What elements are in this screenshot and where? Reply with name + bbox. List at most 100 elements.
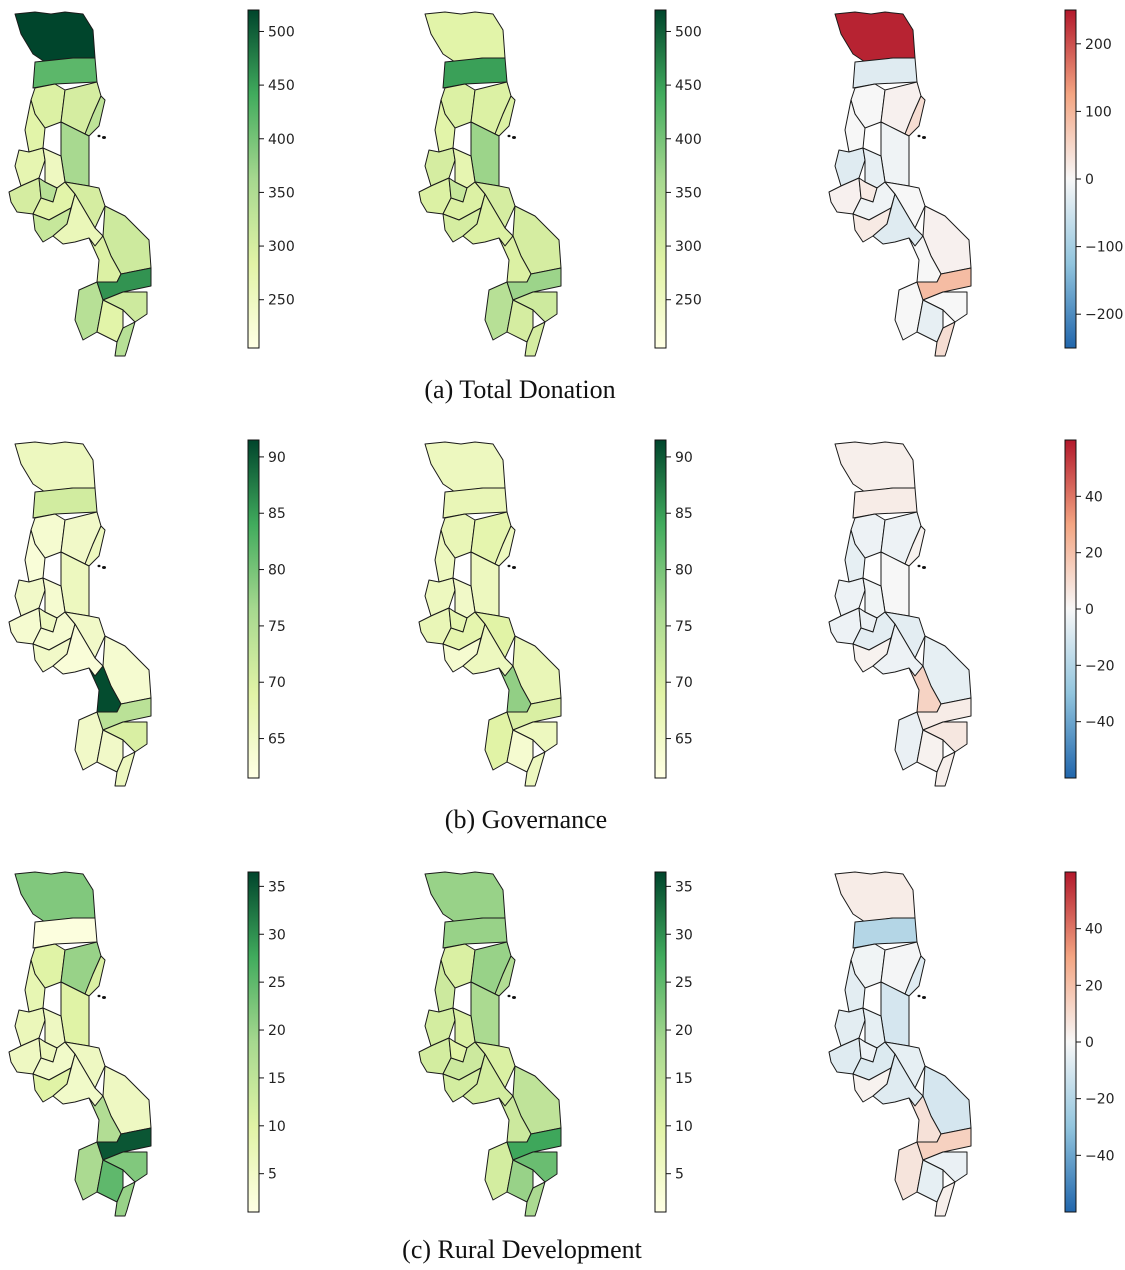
- colorbar-tick-label: 80: [268, 563, 286, 579]
- colorbar-tick-label: 350: [675, 185, 702, 201]
- map-c-3: [828, 871, 972, 1217]
- island-marker: [102, 566, 106, 569]
- district-1: [14, 871, 96, 923]
- district-1: [14, 441, 96, 493]
- district-21: [916, 1159, 944, 1203]
- caption-c: (c) Rural Development: [402, 1235, 642, 1264]
- district-22: [114, 1181, 136, 1217]
- district-8: [14, 147, 46, 187]
- map-c-1: [8, 871, 152, 1217]
- colorbar-tick-label: 500: [675, 24, 702, 40]
- district-21: [96, 729, 124, 773]
- district-22: [524, 321, 546, 357]
- colorbar-tick-label: 20: [1085, 978, 1103, 994]
- colorbar-frame: [247, 439, 260, 779]
- colorbar-gradient: [248, 10, 259, 348]
- island-marker: [97, 134, 101, 138]
- district-22: [934, 751, 956, 787]
- island-marker: [922, 996, 926, 999]
- district-21: [96, 299, 124, 343]
- district-2: [852, 917, 918, 949]
- island-marker: [917, 994, 921, 998]
- colorbar-frame: [247, 9, 260, 349]
- colorbar-tick-label: −40: [1085, 1148, 1115, 1164]
- colorbar-tick-label: 80: [675, 563, 693, 579]
- colorbar-tick-label: 450: [268, 78, 295, 94]
- caption-b: (b) Governance: [445, 805, 607, 834]
- district-22: [934, 1181, 956, 1217]
- district-8: [834, 147, 866, 187]
- map-a-1: [8, 11, 152, 357]
- district-22: [114, 321, 136, 357]
- colorbar-tick-label: 300: [268, 239, 295, 255]
- colorbar-frame: [654, 439, 667, 779]
- colorbar-gradient: [1065, 10, 1076, 348]
- district-2: [852, 487, 918, 519]
- colorbar-c-3: −40 −20 0 20 40: [1064, 871, 1115, 1213]
- colorbar-tick-label: 15: [675, 1071, 693, 1087]
- colorbar-tick-label: 250: [268, 293, 295, 309]
- colorbar-gradient: [655, 872, 666, 1212]
- colorbar-gradient: [1065, 440, 1076, 778]
- district-1: [424, 871, 506, 923]
- colorbar-tick-label: 450: [675, 78, 702, 94]
- colorbar-gradient: [655, 10, 666, 348]
- colorbar-a-1: 250 300 350 400 450 500: [247, 9, 295, 349]
- colorbar-tick-label: 20: [268, 1023, 286, 1039]
- district-8: [424, 147, 456, 187]
- colorbar-a-3: −200 −100 0 100 200: [1064, 9, 1123, 349]
- district-8: [14, 1007, 46, 1047]
- district-2: [442, 57, 508, 89]
- colorbar-tick-label: 400: [268, 132, 295, 148]
- district-22: [114, 751, 136, 787]
- colorbar-tick-label: 350: [268, 185, 295, 201]
- colorbar-tick-label: 500: [268, 24, 295, 40]
- colorbar-frame: [654, 871, 667, 1213]
- district-21: [506, 729, 534, 773]
- colorbar-tick-label: 65: [268, 732, 286, 748]
- district-2: [32, 57, 98, 89]
- district-1: [424, 11, 506, 63]
- district-2: [32, 487, 98, 519]
- colorbar-gradient: [655, 440, 666, 778]
- map-c-2: [418, 871, 562, 1217]
- colorbar-gradient: [248, 440, 259, 778]
- district-2: [852, 57, 918, 89]
- district-21: [916, 299, 944, 343]
- district-8: [14, 577, 46, 617]
- district-1: [14, 11, 96, 63]
- colorbar-gradient: [248, 872, 259, 1212]
- colorbar-tick-label: 5: [268, 1167, 277, 1183]
- map-b-2: [418, 441, 562, 787]
- colorbar-tick-label: 35: [675, 879, 693, 895]
- colorbar-tick-label: 85: [268, 506, 286, 522]
- colorbar-tick-label: 90: [675, 450, 693, 466]
- island-marker: [917, 134, 921, 138]
- colorbar-tick-label: 0: [1085, 172, 1094, 188]
- district-21: [506, 299, 534, 343]
- colorbar-tick-label: 30: [675, 927, 693, 943]
- island-marker: [922, 566, 926, 569]
- colorbar-tick-label: −20: [1085, 658, 1115, 674]
- colorbar-tick-label: 20: [1085, 546, 1103, 562]
- colorbar-tick-label: 10: [268, 1119, 286, 1135]
- map-a-3: [828, 11, 972, 357]
- colorbar-tick-label: 30: [268, 927, 286, 943]
- colorbar-tick-label: 0: [1085, 602, 1094, 618]
- colorbar-tick-label: 20: [675, 1023, 693, 1039]
- colorbar-a-2: 250 300 350 400 450 500: [654, 9, 702, 349]
- colorbar-tick-label: 75: [675, 619, 693, 635]
- map-a-2: [418, 11, 562, 357]
- island-marker: [102, 136, 106, 139]
- colorbar-b-3: −40 −20 0 20 40: [1064, 439, 1115, 779]
- colorbar-tick-label: 250: [675, 293, 702, 309]
- colorbar-tick-label: 65: [675, 732, 693, 748]
- colorbar-tick-label: −200: [1085, 307, 1123, 323]
- island-marker: [512, 136, 516, 139]
- district-2: [442, 487, 508, 519]
- district-22: [524, 1181, 546, 1217]
- colorbar-tick-label: −20: [1085, 1092, 1115, 1108]
- colorbar-tick-label: 40: [1085, 922, 1103, 938]
